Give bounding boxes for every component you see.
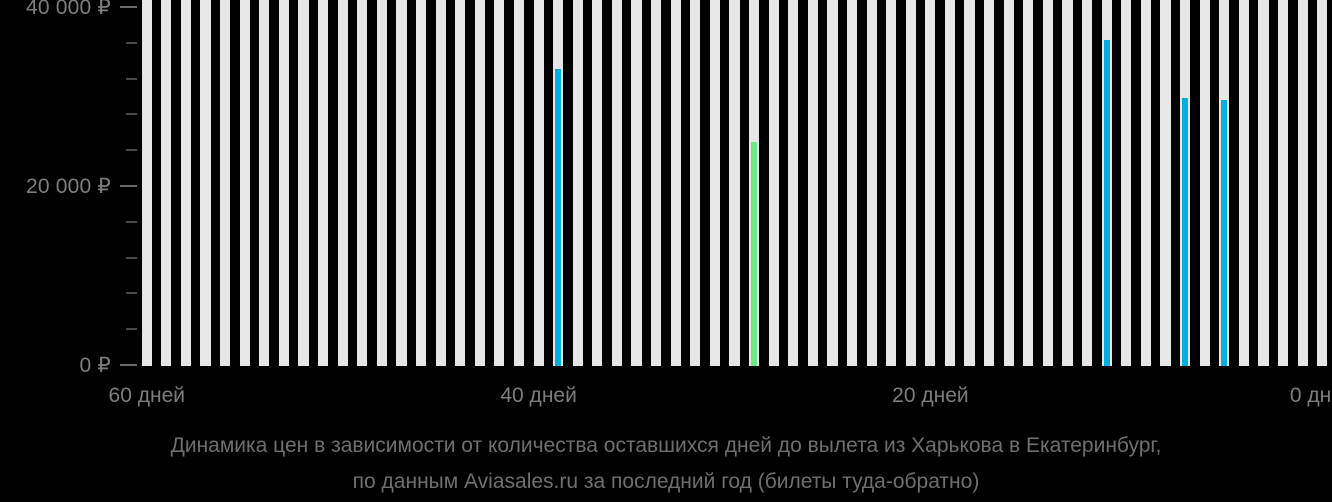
y-axis-tick-mark [126,292,137,295]
price-bar[interactable] [1221,100,1228,366]
chart-band[interactable] [846,0,858,366]
chart-band[interactable] [788,0,799,366]
chart-band[interactable] [807,0,818,366]
chart-band[interactable] [1317,0,1328,366]
chart-band[interactable] [1277,0,1289,366]
chart-band[interactable] [1062,0,1073,366]
chart-band[interactable] [651,0,662,366]
chart-band[interactable] [905,0,916,366]
chart-band[interactable] [494,0,505,366]
chart-band[interactable] [690,0,701,366]
chart-band[interactable] [964,0,975,366]
chart-band[interactable] [376,0,387,366]
chart-band[interactable] [396,0,407,366]
chart-band[interactable] [1297,0,1308,366]
chart-band[interactable] [200,0,211,366]
chart-band[interactable] [318,0,329,366]
caption-line-2: по данным Aviasales.ru за последний год … [352,470,980,493]
chart-band[interactable] [866,0,877,366]
chart-band[interactable] [984,0,995,366]
chart-band[interactable] [337,0,348,366]
chart-band[interactable] [631,0,642,366]
chart-band[interactable] [768,0,779,366]
chart-band[interactable] [415,0,427,366]
chart-band[interactable] [278,0,289,366]
x-axis-tick-label: 0 дней [1289,384,1332,407]
caption-line-1: Динамика цен в зависимости от количества… [170,434,1162,457]
chart-band[interactable] [455,0,466,366]
x-axis-tick-label: 60 дней [108,384,186,407]
chart-band[interactable] [1140,0,1151,366]
price-bar[interactable] [1182,98,1188,366]
chart-band[interactable] [944,0,956,366]
chart-band[interactable] [533,0,544,366]
y-axis-tick-mark [126,220,137,223]
y-axis-tick-label: 0 ₽ [79,353,111,377]
chart-band[interactable] [572,0,583,366]
chart-band[interactable] [611,0,623,366]
y-axis-tick-mark [120,185,137,187]
chart-band[interactable] [709,0,720,366]
chart-band[interactable] [513,0,525,366]
chart-band[interactable] [592,0,603,366]
chart-band[interactable] [729,0,740,366]
chart-band[interactable] [1003,0,1014,366]
y-axis-tick-mark [120,6,137,8]
chart-band[interactable] [239,0,250,366]
price-bar[interactable] [1103,40,1110,366]
chart-band[interactable] [220,0,231,366]
y-axis-tick-mark [126,149,137,152]
x-axis-tick-label: 20 дней [892,384,969,407]
chart-band[interactable] [298,0,309,366]
chart-band[interactable] [1082,0,1093,366]
y-axis-tick-label: 20 000 ₽ [25,174,111,198]
chart-band[interactable] [1160,0,1171,366]
y-axis-tick-label: 40 000 ₽ [25,0,111,19]
y-axis-tick-mark [126,328,137,331]
chart-band[interactable] [886,0,897,366]
chart-band[interactable] [1238,0,1249,366]
chart-band[interactable] [670,0,681,366]
y-axis-tick-mark [120,364,137,366]
chart-band[interactable] [1042,0,1054,366]
chart-band[interactable] [925,0,936,366]
y-axis-tick-mark [126,77,137,80]
chart-band[interactable] [1199,0,1210,366]
x-axis: 60 дней 40 дней 20 дней 0 дней [0,382,1332,412]
chart-band[interactable] [141,0,152,366]
chart-band[interactable] [259,0,270,366]
chart-band[interactable] [827,0,838,366]
chart-band[interactable] [161,0,172,366]
plot-area [137,0,1332,366]
chart-band[interactable] [357,0,368,366]
y-axis-tick-mark [126,113,137,116]
chart-band[interactable] [474,0,485,366]
y-axis-tick-mark [126,41,137,44]
y-axis-tick-mark [126,256,137,259]
chart-caption: Динамика цен в зависимости от количества… [0,428,1332,500]
chart-band[interactable] [180,0,192,366]
price-bar[interactable] [751,142,757,366]
price-bar[interactable] [555,68,562,366]
chart-band[interactable] [1258,0,1269,366]
y-axis: 0 ₽ 20 000 ₽ 40 000 ₽ [0,0,137,377]
chart-band[interactable] [1121,0,1132,366]
chart-band[interactable] [435,0,446,366]
chart-band[interactable] [1023,0,1034,366]
x-axis-tick-label: 40 дней [500,384,577,407]
